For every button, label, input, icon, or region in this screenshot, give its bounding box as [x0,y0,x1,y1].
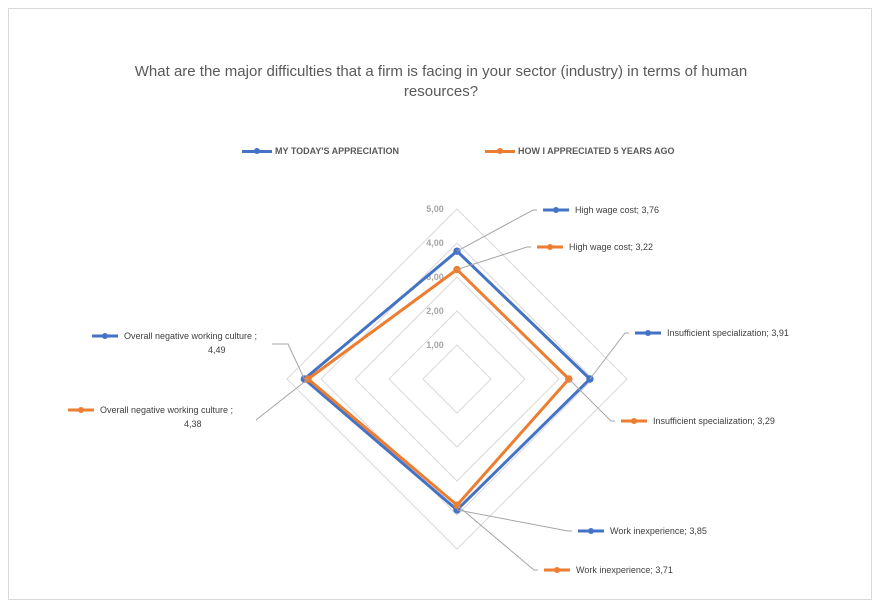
data-label: Insufficient specialization; 3,91 [667,328,789,338]
series-line-1 [306,268,571,507]
leader-line [456,504,538,571]
tick-label: 4,00 [426,238,444,248]
grid-ring-3 [354,276,560,482]
label-swatch-dot [102,333,108,339]
legend-swatch-today [242,146,272,156]
label-swatch-dot [631,418,637,424]
leader-line [456,246,531,270]
leader-line [456,209,537,252]
chart-frame [8,8,872,600]
legend-label-today: MY TODAY'S APPRECIATION [275,146,399,156]
label-swatch-dot [554,567,560,573]
label-swatch-dot [78,407,84,413]
leader-line [456,509,572,532]
grid-ring-4 [320,242,594,516]
data-label: 4,38 [184,419,202,429]
leader-line [589,332,629,380]
label-swatch-dot [553,207,559,213]
grid-ring-5 [286,208,628,550]
label-swatch-dot [547,244,553,250]
legend-item-today: MY TODAY'S APPRECIATION [242,146,399,156]
data-label: Overall negative working culture ; [124,331,257,341]
legend-item-5years: HOW I APPRECIATED 5 YEARS AGO [485,146,675,156]
data-label: Overall negative working culture ; [100,405,233,415]
data-label: Insufficient specialization; 3,29 [653,416,775,426]
label-swatch-dot [645,330,651,336]
legend-swatch-5years [485,146,515,156]
data-label: High wage cost; 3,76 [575,205,659,215]
grid-ring-1 [422,344,492,414]
data-label: Work inexperience; 3,71 [576,565,673,575]
data-label: 4,49 [208,345,226,355]
tick-label: 3,00 [426,272,444,282]
leader-line [568,378,615,422]
chart-title: What are the major difficulties that a f… [134,63,748,100]
tick-label: 2,00 [426,306,444,316]
label-swatch-dot [588,528,594,534]
leader-line [272,343,305,380]
data-label: High wage cost; 3,22 [569,242,653,252]
tick-label: 5,00 [426,204,444,214]
tick-label: 1,00 [426,340,444,350]
data-label: Work inexperience; 3,85 [610,526,707,536]
grid-ring-2 [388,310,526,448]
legend-label-5years: HOW I APPRECIATED 5 YEARS AGO [518,146,675,156]
leader-line [255,378,309,421]
